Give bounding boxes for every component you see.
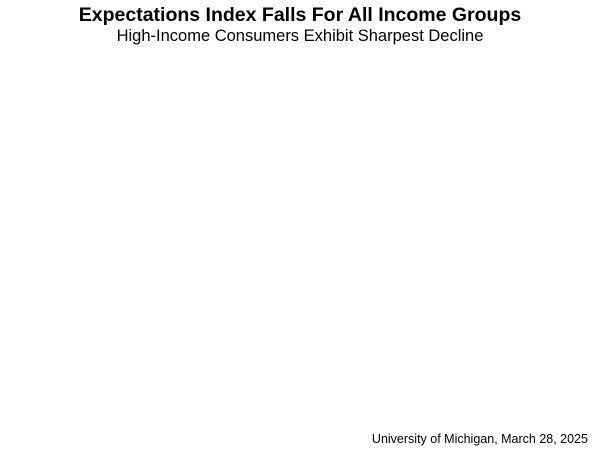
chart-title: Expectations Index Falls For All Income … xyxy=(78,4,522,26)
source-note: University of Michigan, March 28, 2025 xyxy=(371,432,588,446)
chart-subtitle: High-Income Consumers Exhibit Sharpest D… xyxy=(116,27,484,45)
